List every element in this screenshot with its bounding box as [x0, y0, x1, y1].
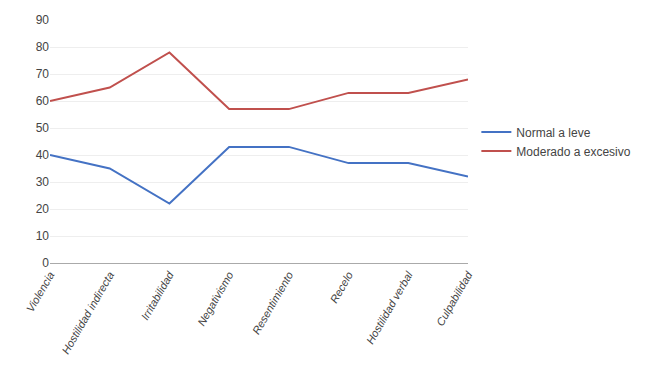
svg-text:60: 60 [36, 94, 50, 108]
svg-text:40: 40 [36, 148, 50, 162]
svg-text:Hostilidad verbal: Hostilidad verbal [364, 269, 415, 346]
svg-text:Irritabilidad: Irritabilidad [139, 269, 177, 322]
svg-text:Hostilidad indirecta: Hostilidad indirecta [59, 269, 116, 355]
svg-text:Moderado a excesivo: Moderado a excesivo [516, 145, 630, 159]
svg-text:10: 10 [36, 229, 50, 243]
svg-text:90: 90 [36, 13, 50, 27]
svg-text:50: 50 [36, 121, 50, 135]
svg-text:Violencia: Violencia [24, 269, 57, 313]
svg-text:20: 20 [36, 202, 50, 216]
svg-text:Resentimiento: Resentimiento [250, 269, 296, 336]
svg-text:Recelo: Recelo [328, 269, 356, 305]
svg-text:80: 80 [36, 40, 50, 54]
svg-text:Negativismo: Negativismo [195, 269, 236, 327]
svg-text:0: 0 [42, 256, 49, 270]
svg-text:Normal a leve: Normal a leve [516, 126, 590, 140]
svg-text:30: 30 [36, 175, 50, 189]
svg-text:Culpabilidad: Culpabilidad [434, 269, 475, 328]
svg-text:70: 70 [36, 67, 50, 81]
